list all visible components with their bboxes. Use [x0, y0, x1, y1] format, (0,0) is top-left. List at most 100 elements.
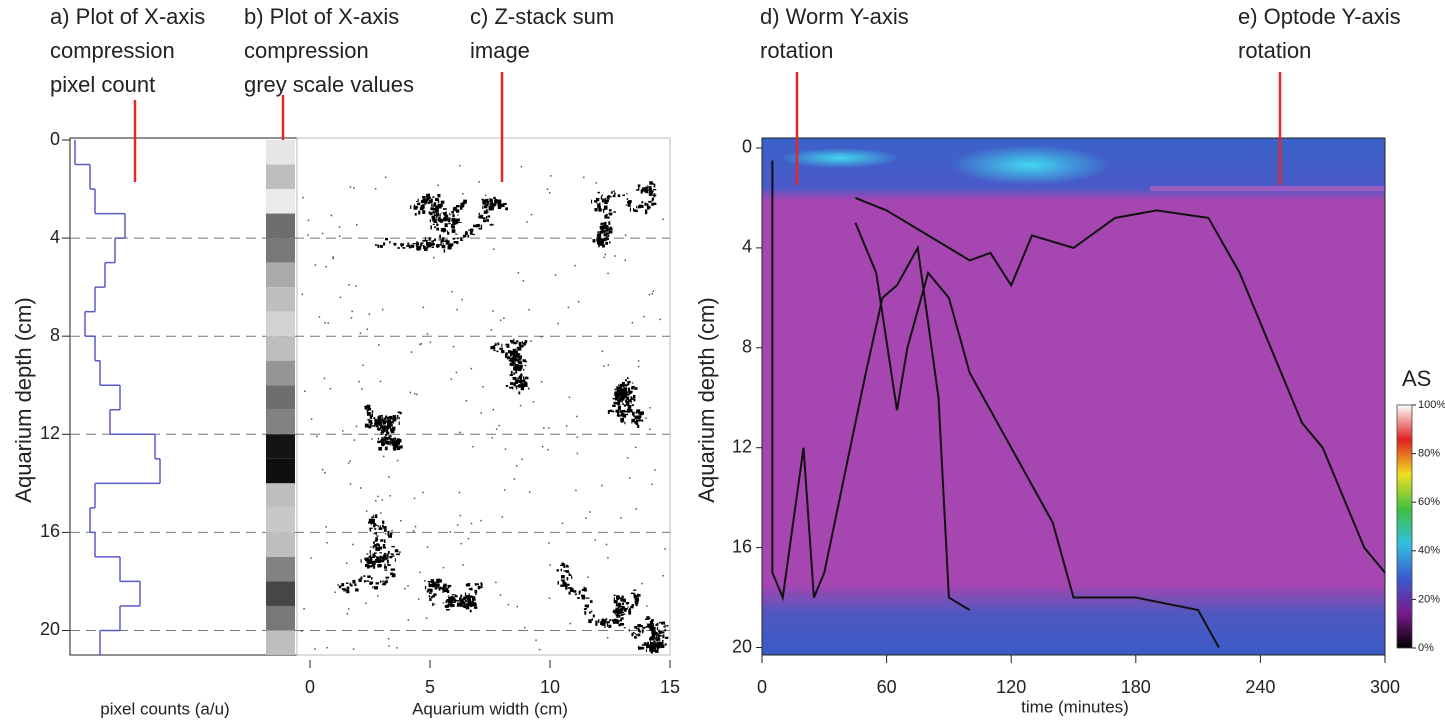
speckle	[603, 619, 607, 623]
speckle	[332, 257, 334, 260]
speckle	[492, 310, 494, 312]
speckle	[626, 397, 630, 401]
speckle	[617, 387, 621, 391]
speckle	[617, 602, 622, 605]
speckle	[641, 630, 644, 634]
speckle	[471, 596, 476, 601]
speckle	[442, 566, 445, 569]
speckle	[435, 217, 437, 219]
speckle	[452, 601, 456, 603]
speckle	[649, 206, 651, 209]
speckle	[307, 234, 309, 236]
speckle	[650, 645, 654, 647]
speckle	[659, 622, 663, 624]
speckle	[438, 579, 442, 583]
speckle	[365, 602, 367, 605]
speckle	[632, 394, 636, 399]
speckle	[464, 603, 466, 607]
speckle	[590, 199, 593, 204]
speckle	[522, 280, 525, 282]
speckle	[372, 521, 375, 524]
speckle	[439, 220, 444, 223]
speckle	[493, 349, 496, 352]
speckle	[618, 384, 620, 387]
speckle	[648, 625, 650, 628]
speckle	[424, 237, 426, 241]
speckle	[605, 241, 609, 245]
speckle	[363, 575, 366, 577]
speckle	[585, 517, 587, 519]
speckle	[616, 391, 619, 395]
speckle	[376, 535, 379, 537]
speckle	[509, 373, 513, 377]
speckle	[621, 391, 624, 395]
speckle	[366, 412, 371, 416]
speckle	[623, 409, 625, 413]
speckle	[634, 421, 639, 424]
speckle	[427, 580, 432, 583]
speckle	[428, 582, 431, 586]
x-tick-label: 240	[1245, 677, 1275, 697]
speckle	[387, 564, 391, 566]
speckle	[455, 371, 458, 374]
speckle	[388, 423, 392, 425]
speckle	[450, 378, 453, 380]
speckle	[478, 215, 482, 219]
speckle	[513, 338, 515, 342]
speckle	[622, 403, 625, 405]
speckle	[381, 418, 384, 420]
speckle	[371, 413, 374, 418]
speckle	[385, 527, 387, 529]
speckle	[617, 604, 619, 607]
speckle	[601, 194, 604, 196]
speckle	[384, 425, 389, 429]
speckle	[359, 332, 362, 334]
speckle	[369, 527, 372, 532]
speckle	[379, 244, 383, 248]
speckle	[353, 187, 355, 189]
speckle	[641, 420, 644, 422]
speckle	[641, 582, 643, 585]
colorbar-tick-label: 60%	[1418, 496, 1440, 508]
speckle	[634, 597, 638, 601]
speckle	[615, 611, 619, 615]
panel-frame	[69, 137, 298, 656]
speckle	[371, 410, 374, 413]
speckle	[377, 420, 382, 425]
speckle	[428, 584, 432, 588]
speckle	[583, 594, 585, 598]
speckle	[650, 650, 653, 654]
speckle	[628, 200, 632, 203]
speckle	[633, 415, 635, 418]
speckle	[499, 319, 502, 322]
speckle	[556, 569, 560, 572]
speckle	[428, 197, 431, 199]
speckle	[491, 437, 494, 439]
speckle	[449, 531, 452, 533]
x-tick-label: 10	[540, 677, 560, 697]
speckle	[543, 427, 545, 429]
speckle	[472, 598, 476, 601]
speckle	[645, 187, 648, 190]
speckle	[518, 365, 523, 367]
speckle	[449, 217, 451, 220]
speckle	[623, 384, 627, 386]
speckle	[485, 202, 488, 205]
speckle	[471, 233, 475, 236]
speckle	[442, 602, 445, 604]
speckle	[617, 194, 621, 197]
speckle	[605, 232, 610, 235]
y-tick-label: 20	[732, 636, 752, 656]
speckle	[518, 365, 523, 370]
speckle	[451, 210, 454, 214]
speckle	[601, 198, 604, 203]
speckle	[453, 221, 456, 223]
speckle	[514, 357, 517, 360]
speckle	[603, 209, 605, 213]
speckle	[429, 598, 432, 601]
speckle	[513, 382, 516, 385]
speckle	[504, 353, 508, 358]
grey-cell	[266, 336, 295, 361]
speckle	[365, 405, 368, 409]
speckle	[513, 366, 516, 371]
